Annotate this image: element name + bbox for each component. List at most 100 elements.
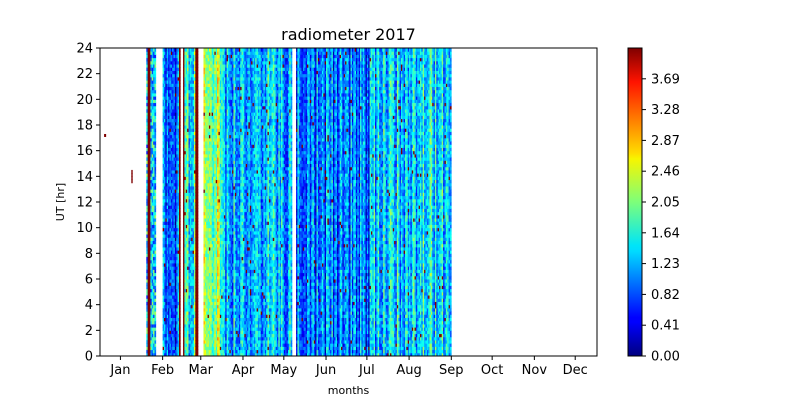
heatmap-cell — [154, 154, 156, 158]
heatmap-cell — [179, 343, 181, 347]
heatmap-cell — [179, 160, 181, 164]
heatmap-cell — [197, 144, 199, 148]
heatmap-cell — [179, 327, 181, 331]
heatmap-cell — [154, 51, 156, 55]
heatmap-cell — [154, 301, 156, 305]
heatmap-cell — [197, 234, 199, 238]
heatmap-cell — [197, 74, 199, 78]
heatmap-cell — [154, 67, 156, 71]
heatmap-cell — [179, 260, 181, 264]
heatmap-cell — [197, 106, 199, 110]
heatmap-cell — [179, 202, 181, 206]
heatmap-cell — [154, 247, 156, 251]
heatmap-cell — [179, 87, 181, 91]
heatmap-cell — [154, 183, 156, 187]
heatmap-cell — [154, 305, 156, 309]
heatmap-cell — [197, 99, 199, 103]
heatmap-cell — [179, 250, 181, 254]
heatmap-cell — [154, 119, 156, 123]
heatmap-cell — [154, 263, 156, 267]
heatmap-cell — [179, 135, 181, 139]
heatmap-cell — [179, 96, 181, 100]
heatmap-cell — [197, 170, 199, 174]
heatmap-cell — [154, 244, 156, 248]
heatmap-cell — [179, 80, 181, 84]
heatmap-cell — [179, 131, 181, 135]
heatmap-cell — [197, 61, 199, 65]
heatmap-cell — [197, 122, 199, 126]
heatmap-cell — [179, 119, 181, 123]
heatmap-cell — [154, 330, 156, 334]
heatmap-cell — [154, 295, 156, 299]
heatmap-cell — [154, 167, 156, 171]
heatmap-cell — [179, 228, 181, 232]
heatmap-cell — [179, 164, 181, 168]
heatmap-cell — [197, 247, 199, 251]
heatmap-cell — [197, 147, 199, 151]
heatmap-cell — [154, 241, 156, 245]
heatmap-cell — [179, 224, 181, 228]
heatmap-cell — [197, 180, 199, 184]
heatmap-cell — [197, 135, 199, 139]
heatmap-cell — [197, 224, 199, 228]
heatmap-cell — [154, 176, 156, 180]
heatmap-cell — [197, 308, 199, 312]
heatmap-cell — [154, 141, 156, 145]
heatmap-cell — [197, 244, 199, 248]
heatmap-cell — [197, 276, 199, 280]
heatmap-cell — [154, 70, 156, 74]
heatmap-cell — [131, 170, 132, 174]
heatmap-cell — [197, 273, 199, 277]
heatmap-cell — [154, 324, 156, 328]
heatmap-cell — [154, 96, 156, 100]
heatmap-cell — [179, 247, 181, 251]
heatmap-cell — [179, 279, 181, 283]
heatmap-cell — [179, 295, 181, 299]
heatmap-cell — [197, 67, 199, 71]
heatmap-cell — [179, 324, 181, 328]
heatmap-cell — [179, 125, 181, 129]
heatmap-cell — [197, 54, 199, 58]
heatmap-cell — [179, 180, 181, 184]
heatmap-cell — [197, 330, 199, 334]
heatmap-cell — [154, 93, 156, 97]
heatmap-cell — [154, 138, 156, 142]
heatmap-cell — [154, 112, 156, 116]
heatmap-cell — [154, 292, 156, 296]
heatmap-cell — [154, 318, 156, 322]
heatmap-cell — [197, 154, 199, 158]
heatmap-cell — [179, 276, 181, 280]
heatmap-cell — [197, 183, 199, 187]
heatmap-cell — [197, 321, 199, 325]
heatmap-cell — [154, 237, 156, 241]
heatmap-cell — [131, 173, 132, 177]
heatmap-cell — [179, 244, 181, 248]
heatmap-cell — [197, 196, 199, 200]
heatmap-cell — [154, 90, 156, 94]
heatmap-cell — [179, 218, 181, 222]
heatmap-cell — [179, 67, 181, 71]
heatmap-cell — [197, 103, 199, 107]
heatmap-cell — [154, 122, 156, 126]
heatmap-cell — [154, 202, 156, 206]
heatmap-cell — [154, 346, 156, 350]
heatmap-cell — [197, 324, 199, 328]
heatmap-cell — [154, 80, 156, 84]
heatmap-cell — [179, 231, 181, 235]
heatmap-cell — [197, 51, 199, 55]
heatmap-cell — [179, 311, 181, 315]
heatmap-cell — [154, 144, 156, 148]
heatmap-cell — [197, 295, 199, 299]
heatmap-cell — [197, 340, 199, 344]
heatmap-cell — [154, 83, 156, 87]
heatmap-cell — [154, 337, 156, 341]
heatmap-cell — [131, 180, 132, 184]
heatmap-cell — [179, 212, 181, 216]
heatmap-cell — [154, 276, 156, 280]
heatmap-cell — [154, 103, 156, 107]
heatmap-cell — [179, 282, 181, 286]
heatmap-cell — [197, 334, 199, 338]
heatmap-cell — [197, 228, 199, 232]
heatmap-cell — [179, 189, 181, 193]
heatmap-cell — [154, 308, 156, 312]
